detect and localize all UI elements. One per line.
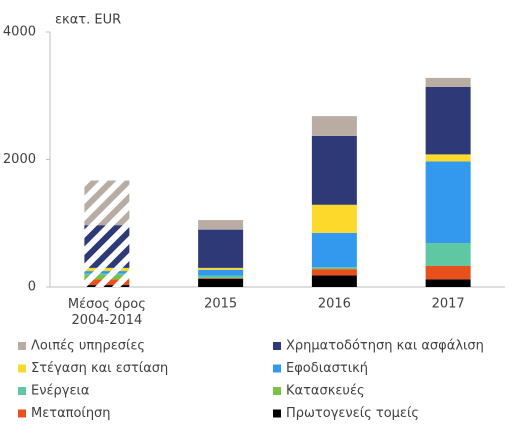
bar-segment [311, 268, 357, 270]
bar-segment [198, 269, 244, 276]
legend-label: Λοιπές υπηρεσίες [31, 339, 145, 354]
bar-segment [198, 275, 244, 279]
bar-segment [84, 279, 130, 286]
legend-label: Πρωτογενείς τομείς [286, 406, 419, 421]
bar-segment [84, 271, 130, 274]
legend-swatch [18, 409, 26, 418]
bar-segment [425, 279, 471, 287]
bar-segment [198, 267, 244, 270]
legend-swatch [273, 342, 281, 350]
x-tick-label: 2015 [204, 297, 237, 312]
y-tick-label: 4000 [3, 25, 36, 40]
bar-segment [311, 204, 357, 233]
bar-segment [198, 278, 244, 279]
bar-segment [198, 229, 244, 268]
bar-segment [84, 225, 130, 268]
bar-segment [311, 232, 357, 268]
bar-segment [198, 278, 244, 287]
bar-segment [425, 161, 471, 244]
y-axis-unit: εκατ. EUR [55, 13, 121, 28]
legend-label: Στέγαση και εστίαση [31, 361, 168, 376]
legend-label: Εφοδιαστική [286, 361, 368, 376]
bar-segment [425, 86, 471, 155]
bar-segment [198, 220, 244, 230]
legend-swatch [18, 387, 26, 395]
legend-label: Κατασκευές [286, 384, 365, 399]
bar-segment [84, 273, 130, 275]
bar-segment [425, 154, 471, 162]
legend-swatch [18, 364, 26, 373]
x-tick-label: Μέσος όρος 2004-2014 [68, 297, 146, 328]
legend-swatch [273, 364, 281, 373]
legend-label: Μεταποίηση [31, 406, 111, 421]
bar-segment [84, 285, 130, 287]
legend-swatch [273, 387, 281, 395]
legend-label: Χρηματοδότηση και ασφάλιση [286, 339, 484, 354]
bar-segment [311, 135, 357, 205]
bar-segment [425, 243, 471, 266]
bar-segment [311, 116, 357, 136]
legend-swatch [273, 409, 281, 418]
x-tick-label: 2017 [432, 297, 465, 312]
legend-swatch [18, 342, 26, 350]
legend-label: Ενέργεια [31, 384, 89, 399]
bar-segment [311, 269, 357, 276]
y-tick-label: 0 [28, 280, 36, 295]
bar-segment [84, 267, 130, 272]
bar-segment [425, 77, 471, 87]
bar-segment [425, 265, 471, 280]
bar-segment [311, 267, 357, 269]
y-tick-label: 2000 [3, 152, 36, 167]
bar-segment [84, 180, 130, 226]
bar-segment [84, 274, 130, 280]
bar-segment [311, 275, 357, 287]
x-tick-label: 2016 [318, 297, 351, 312]
